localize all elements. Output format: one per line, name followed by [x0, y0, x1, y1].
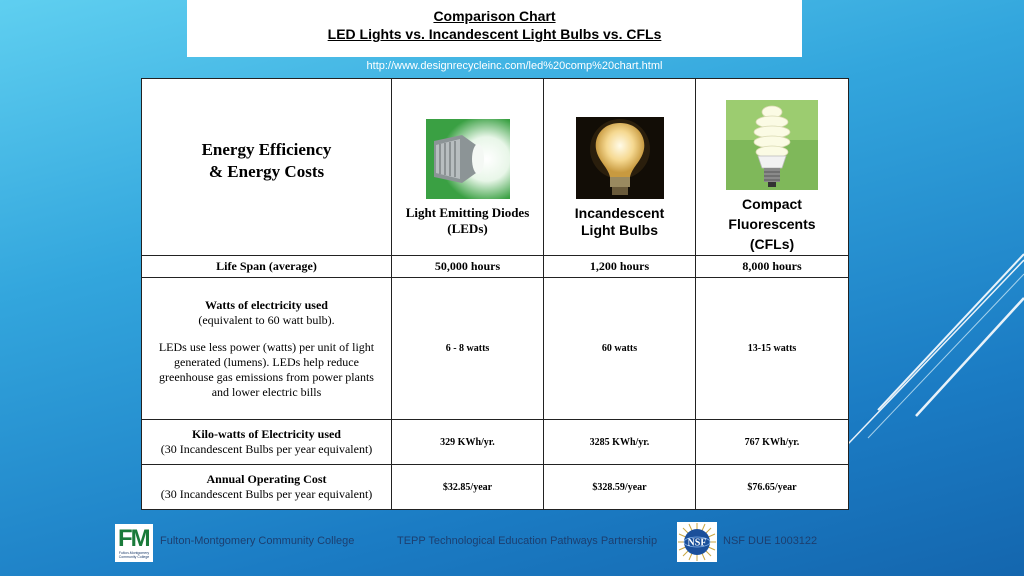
nsf-logo-text: NSF: [688, 538, 707, 549]
column-header-incandescent: Incandescent Light Bulbs: [543, 78, 696, 256]
header-title-line1: Energy Efficiency: [201, 140, 332, 159]
cell-operating-cost-leds: $32.85/year: [391, 464, 544, 510]
column-header-cfls: Compact Fluorescents (CFLs): [695, 78, 849, 256]
header-title-line2: & Energy Costs: [208, 162, 325, 181]
footer-grant: NSF DUE 1003122: [723, 535, 818, 547]
cell-kilowatts-leds: 329 KWh/yr.: [391, 419, 544, 465]
watts-explanation: LEDs use less power (watts) per unit of …: [146, 340, 387, 400]
table-row-watts: Watts of electricity used (equivalent to…: [141, 277, 849, 420]
table-header-row: Energy Efficiency & Energy Costs: [141, 78, 849, 256]
row-label-kilowatts: Kilo-watts of Electricity used: [192, 427, 341, 441]
source-url[interactable]: http://www.designrecycleinc.com/led%20co…: [366, 60, 663, 72]
header-title-cell: Energy Efficiency & Energy Costs: [141, 78, 392, 256]
cell-operating-cost-cfls: $76.65/year: [695, 464, 849, 510]
cell-life-span-leds: 50,000 hours: [391, 255, 544, 278]
column-label-cfls-line2: Fluorescents: [728, 216, 816, 232]
cell-watts-incandescent: 60 watts: [543, 277, 696, 420]
footer-college: Fulton-Montgomery Community College: [160, 535, 355, 547]
row-label-watts: Watts of electricity used: [205, 297, 328, 312]
column-label-incandescent-line1: Incandescent: [574, 205, 665, 221]
column-label-cfls-line3: (CFLs): [749, 236, 795, 252]
column-label-incandescent-line2: Light Bulbs: [581, 222, 658, 238]
row-sublabel-operating-cost: (30 Incandescent Bulbs per year equivale…: [160, 487, 373, 501]
column-label-leds-line2: (LEDs): [447, 221, 488, 236]
college-logo-mark: FM: [118, 525, 151, 552]
incandescent-bulb-icon: [575, 117, 664, 199]
slide-title: Comparison Chart: [433, 8, 556, 24]
watts-explanation-line4: and lower electric bills: [211, 384, 322, 399]
cell-operating-cost-incandescent: $328.59/year: [543, 464, 696, 510]
row-sublabel-watts: (equivalent to 60 watt bulb).: [198, 312, 335, 327]
cell-life-span-cfls: 8,000 hours: [695, 255, 849, 278]
nsf-globe-icon: NSF: [678, 523, 716, 561]
row-label-operating-cost-cell: Annual Operating Cost (30 Incandescent B…: [141, 464, 392, 510]
row-sublabel-kilowatts: (30 Incandescent Bulbs per year equivale…: [160, 442, 373, 456]
table-row-life-span: Life Span (average) 50,000 hours 1,200 h…: [141, 255, 849, 278]
table-row-operating-cost: Annual Operating Cost (30 Incandescent B…: [141, 464, 849, 510]
column-header-leds: Light Emitting Diodes (LEDs): [391, 78, 544, 256]
cfl-bulb-icon: [726, 100, 818, 190]
slide-subtitle: LED Lights vs. Incandescent Light Bulbs …: [327, 26, 662, 42]
cell-watts-cfls: 13-15 watts: [695, 277, 849, 420]
watts-explanation-line2: generated (lumens). LEDs help reduce: [174, 354, 359, 369]
slide-title-box: Comparison Chart LED Lights vs. Incandes…: [187, 0, 802, 57]
row-label-kilowatts-cell: Kilo-watts of Electricity used (30 Incan…: [141, 419, 392, 465]
footer-partnership: TEPP Technological Education Pathways Pa…: [397, 535, 658, 547]
watts-explanation-line1: LEDs use less power (watts) per unit of …: [158, 339, 375, 354]
cell-kilowatts-incandescent: 3285 KWh/yr.: [543, 419, 696, 465]
column-label-leds-line1: Light Emitting Diodes: [405, 205, 530, 220]
led-bulb-icon: [425, 119, 510, 199]
decorative-lines: [847, 253, 1024, 445]
table-row-kilowatts: Kilo-watts of Electricity used (30 Incan…: [141, 419, 849, 465]
row-label-operating-cost: Annual Operating Cost: [206, 472, 327, 486]
cell-kilowatts-cfls: 767 KWh/yr.: [695, 419, 849, 465]
cell-watts-leds: 6 - 8 watts: [391, 277, 544, 420]
college-logo-text: Fulton-Montgomery Community College: [118, 551, 150, 559]
watts-explanation-line3: greenhouse gas emissions from power plan…: [159, 369, 374, 384]
college-logo: FM Fulton-Montgomery Community College: [115, 524, 153, 562]
cell-life-span-incandescent: 1,200 hours: [543, 255, 696, 278]
nsf-logo: NSF: [677, 522, 717, 562]
column-label-cfls-line1: Compact: [742, 196, 802, 212]
row-label-life-span: Life Span (average): [141, 255, 392, 278]
row-label-watts-cell: Watts of electricity used (equivalent to…: [141, 277, 392, 420]
comparison-table: Energy Efficiency & Energy Costs: [141, 78, 849, 510]
